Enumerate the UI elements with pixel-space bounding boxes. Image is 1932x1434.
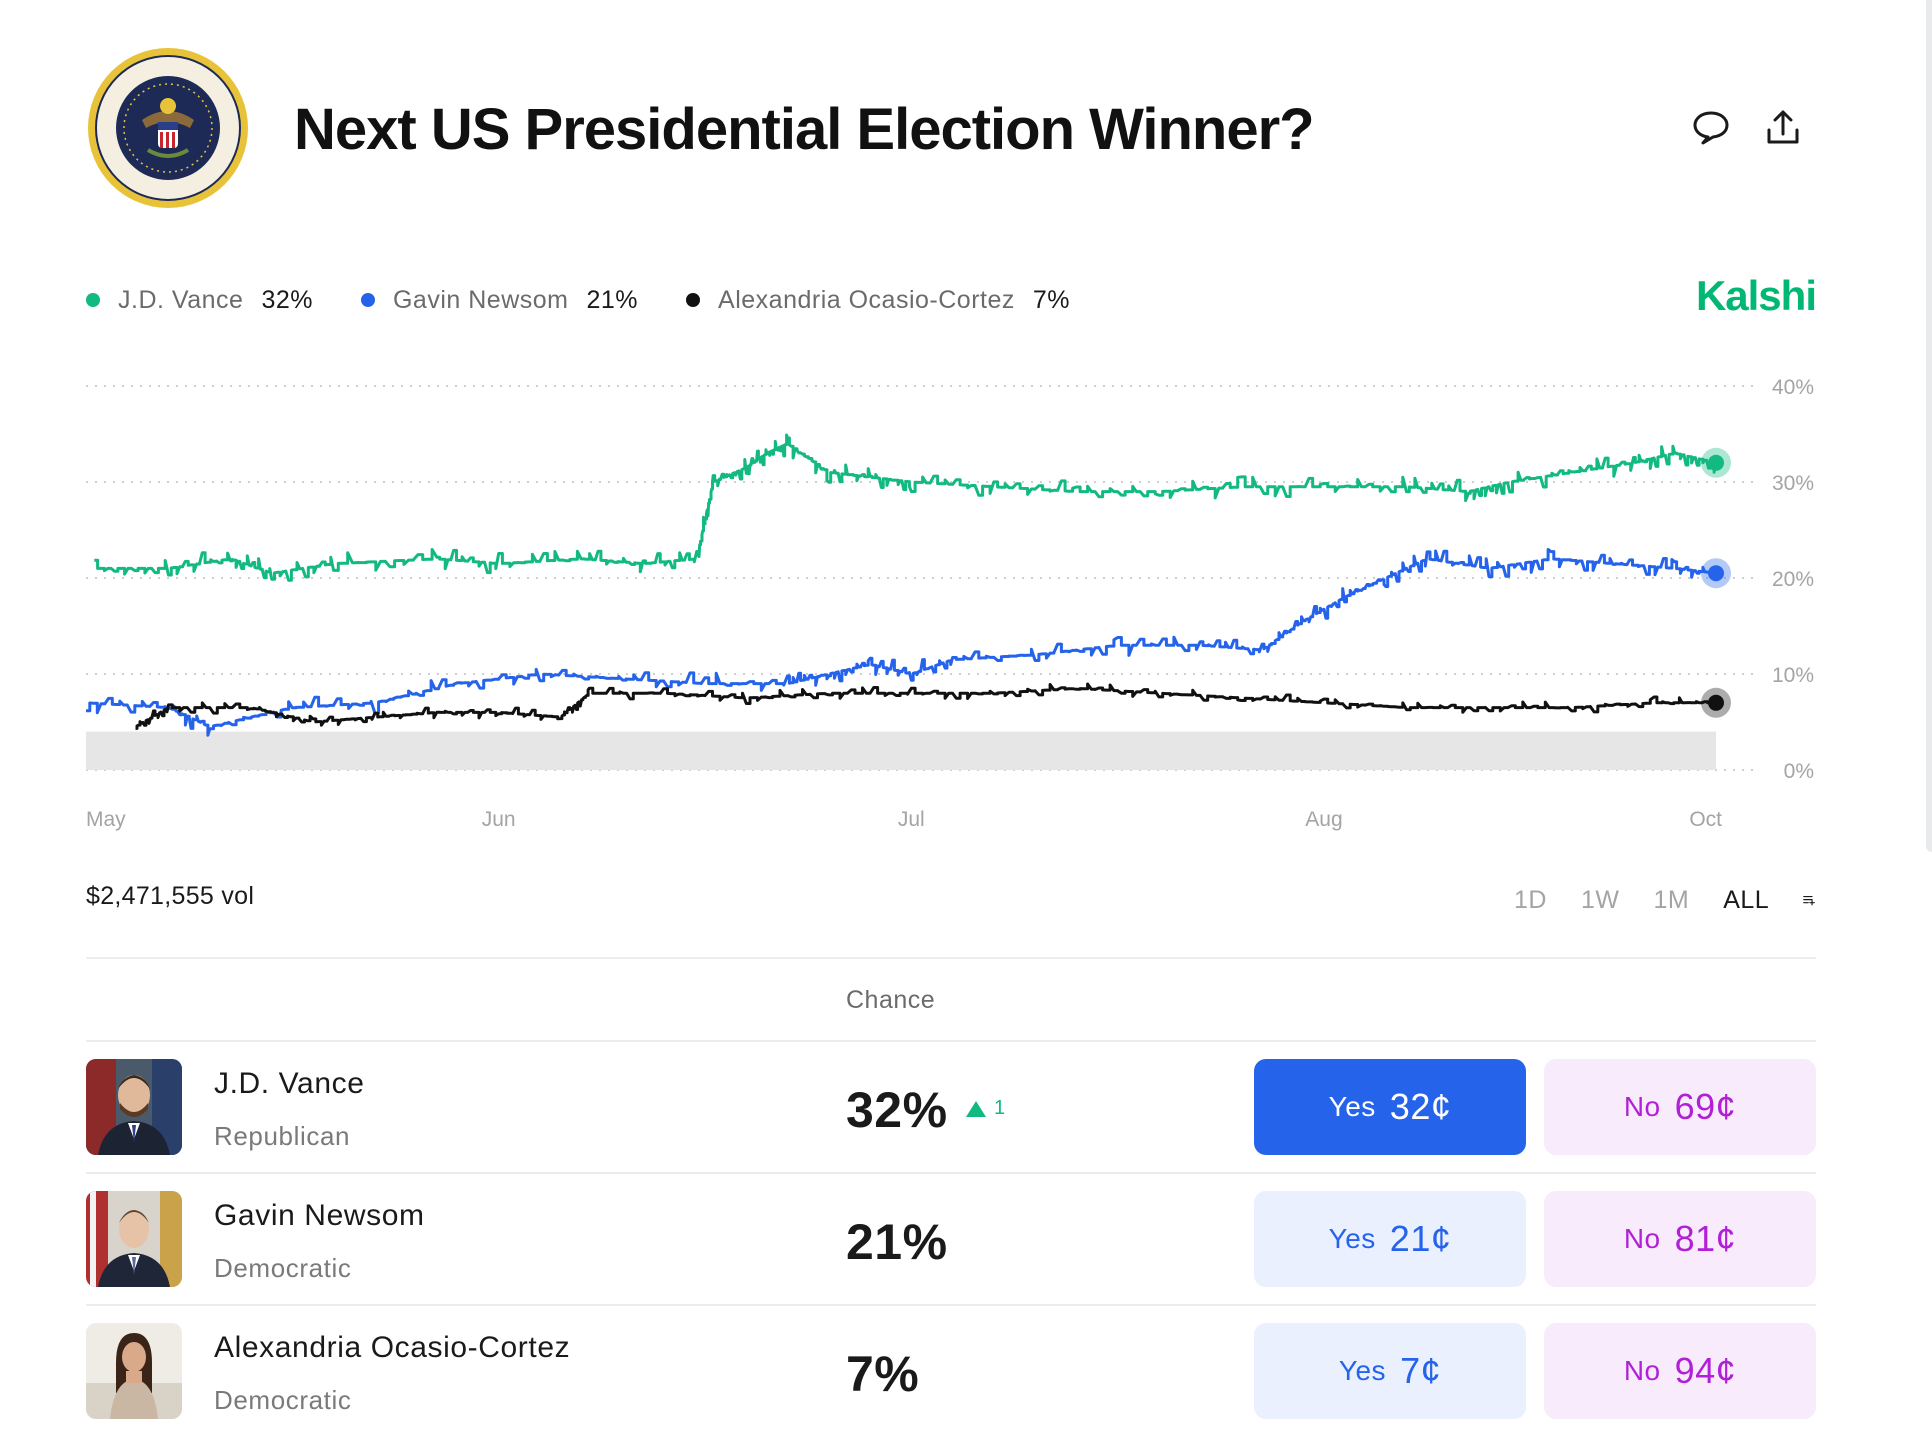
volume-band xyxy=(86,731,1716,770)
yes-price: 32¢ xyxy=(1389,1086,1452,1127)
candidate-chance: 21% xyxy=(846,1214,948,1270)
legend-dot xyxy=(360,293,375,307)
legend-name: Gavin Newsom xyxy=(392,285,569,314)
legend-value: 21% xyxy=(586,285,639,314)
comment-button[interactable] xyxy=(1686,102,1736,152)
range-1w-button[interactable]: 1W xyxy=(1580,885,1620,914)
candidate-chance: 32% xyxy=(846,1082,948,1138)
x-tick-label: May xyxy=(86,808,126,831)
yes-label: Yes xyxy=(1328,1091,1376,1122)
avatar-ocasio-cortez xyxy=(86,1323,182,1419)
no-label: No xyxy=(1623,1355,1661,1386)
candidate-name[interactable]: Alexandria Ocasio-Cortez xyxy=(214,1331,571,1364)
buy-no-button[interactable]: No 69¢ xyxy=(1544,1059,1816,1155)
legend-name: J.D. Vance xyxy=(118,285,244,314)
divider xyxy=(86,1040,1816,1042)
candidate-party: Republican xyxy=(214,1121,351,1151)
table-row[interactable]: J.D. Vance Republican 32% 1 Yes 32¢ No 6… xyxy=(86,1059,1816,1157)
series-line-alexandria-ocasio-cortez xyxy=(135,682,1718,730)
series-end-marker xyxy=(1708,565,1724,582)
add-to-list-icon[interactable] xyxy=(1803,885,1816,915)
chance-delta: 1 xyxy=(966,1097,1005,1120)
legend-name: Alexandria Ocasio-Cortez xyxy=(718,285,1015,314)
candidate-chance: 7% xyxy=(846,1346,920,1402)
buy-yes-button[interactable]: Yes 32¢ xyxy=(1254,1059,1526,1155)
scroll-rail xyxy=(1926,0,1932,852)
range-1m-button[interactable]: 1M xyxy=(1653,885,1690,914)
volume-label: $2,471,555 vol xyxy=(86,882,255,910)
market-header: Next US Presidential Election Winner? xyxy=(86,46,1816,210)
candidate-party: Democratic xyxy=(214,1385,352,1415)
y-tick-label: 0% xyxy=(1784,760,1814,783)
share-button[interactable] xyxy=(1758,102,1808,152)
legend-item-vance[interactable]: J.D. Vance 32% xyxy=(86,286,313,315)
x-tick-label: Oct xyxy=(1689,808,1722,831)
no-price: 81¢ xyxy=(1674,1218,1737,1259)
candidate-party: Democratic xyxy=(214,1253,352,1283)
table-row[interactable]: Alexandria Ocasio-Cortez Democratic 7% Y… xyxy=(86,1323,1816,1421)
page-title: Next US Presidential Election Winner? xyxy=(294,97,1315,162)
series-end-marker xyxy=(1708,694,1724,711)
no-price: 94¢ xyxy=(1674,1350,1737,1391)
x-tick-label: Jul xyxy=(898,808,925,831)
legend-dot xyxy=(686,293,701,307)
divider xyxy=(86,1304,1816,1306)
x-tick-label: Jun xyxy=(482,808,516,831)
y-tick-label: 40% xyxy=(1772,376,1814,399)
buy-no-button[interactable]: No 94¢ xyxy=(1544,1323,1816,1419)
yes-label: Yes xyxy=(1328,1223,1376,1254)
share-icon xyxy=(1767,110,1799,144)
delta-value: 1 xyxy=(994,1097,1006,1119)
range-1d-button[interactable]: 1D xyxy=(1514,885,1547,914)
range-all-button[interactable]: ALL xyxy=(1723,885,1770,914)
chance-column-header: Chance xyxy=(846,986,936,1014)
avatar-vance xyxy=(86,1059,182,1155)
candidate-name[interactable]: J.D. Vance xyxy=(214,1067,365,1100)
yes-label: Yes xyxy=(1338,1355,1387,1386)
y-tick-label: 30% xyxy=(1772,472,1814,495)
time-range-selector: 1D 1W 1M ALL xyxy=(1480,880,1816,920)
legend-item-aoc[interactable]: Alexandria Ocasio-Cortez 7% xyxy=(686,286,1070,315)
no-label: No xyxy=(1623,1091,1661,1122)
y-tick-label: 10% xyxy=(1772,664,1814,687)
legend-item-newsom[interactable]: Gavin Newsom 21% xyxy=(360,285,639,315)
chart-legend: J.D. Vance 32% Gavin Newsom 21% Alexandr… xyxy=(86,282,1118,318)
no-label: No xyxy=(1623,1223,1661,1254)
legend-value: 7% xyxy=(1032,285,1071,314)
x-tick-label: Aug xyxy=(1305,808,1342,831)
divider xyxy=(86,1172,1816,1174)
series-end-marker xyxy=(1708,454,1724,471)
price-chart[interactable]: 0% 10% 20% 30% 40% May Jun Jul Aug Oct xyxy=(0,340,1932,840)
candidate-name[interactable]: Gavin Newsom xyxy=(214,1199,425,1232)
no-price: 69¢ xyxy=(1674,1086,1737,1127)
buy-yes-button[interactable]: Yes 7¢ xyxy=(1254,1323,1526,1419)
presidential-seal-icon xyxy=(88,48,248,208)
table-row[interactable]: Gavin Newsom Democratic 21% Yes 21¢ No 8… xyxy=(86,1191,1816,1289)
comment-icon xyxy=(1693,111,1729,145)
y-tick-label: 20% xyxy=(1772,568,1814,591)
up-arrow-icon xyxy=(966,1100,986,1117)
legend-dot xyxy=(86,293,100,307)
yes-price: 21¢ xyxy=(1389,1218,1452,1259)
yes-price: 7¢ xyxy=(1400,1350,1442,1391)
buy-yes-button[interactable]: Yes 21¢ xyxy=(1254,1191,1526,1287)
brand-logo[interactable]: Kalshi xyxy=(1695,272,1817,319)
series-line-gavin-newsom xyxy=(86,548,1718,737)
series-line-j-d-vance xyxy=(94,433,1718,582)
divider xyxy=(86,957,1816,959)
legend-value: 32% xyxy=(261,285,313,314)
buy-no-button[interactable]: No 81¢ xyxy=(1544,1191,1816,1287)
avatar-newsom xyxy=(86,1191,182,1287)
